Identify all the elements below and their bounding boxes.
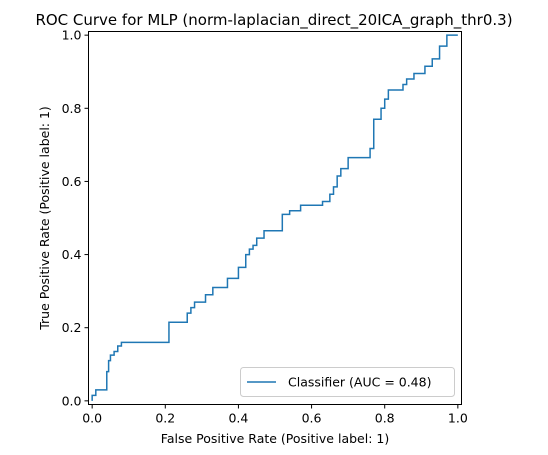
x-tick-label: 0.2: [155, 411, 175, 426]
x-tick-label: 1.0: [448, 411, 468, 426]
legend-label: Classifier (AUC = 0.48): [288, 375, 431, 390]
chart-title: ROC Curve for MLP (norm-laplacian_direct…: [35, 11, 512, 30]
y-axis-ticks: 0.0 0.2 0.4 0.6 0.8 1.0: [62, 28, 89, 408]
y-tick-label: 1.0: [62, 28, 82, 43]
x-tick-label: 0.0: [82, 411, 102, 426]
y-tick-label: 0.4: [62, 247, 82, 262]
y-tick-label: 0.6: [62, 174, 82, 189]
y-tick-label: 0.2: [62, 320, 82, 335]
plot-area: [91, 34, 458, 401]
x-tick-label: 0.8: [375, 411, 395, 426]
legend-box: [240, 367, 455, 397]
y-axis-label: True Positive Rate (Positive label: 1): [37, 106, 52, 331]
x-axis-label: False Positive Rate (Positive label: 1): [161, 431, 389, 446]
axes-frame: [88, 31, 462, 405]
x-tick-label: 0.6: [302, 411, 322, 426]
legend: Classifier (AUC = 0.48): [240, 367, 455, 397]
roc-curve-line-0: [91, 34, 458, 401]
x-tick-label: 0.4: [228, 411, 248, 426]
y-tick-label: 0.0: [62, 393, 82, 408]
y-tick-label: 0.8: [62, 101, 82, 116]
x-axis-ticks: 0.0 0.2 0.4 0.6 0.8 1.0: [82, 404, 468, 426]
